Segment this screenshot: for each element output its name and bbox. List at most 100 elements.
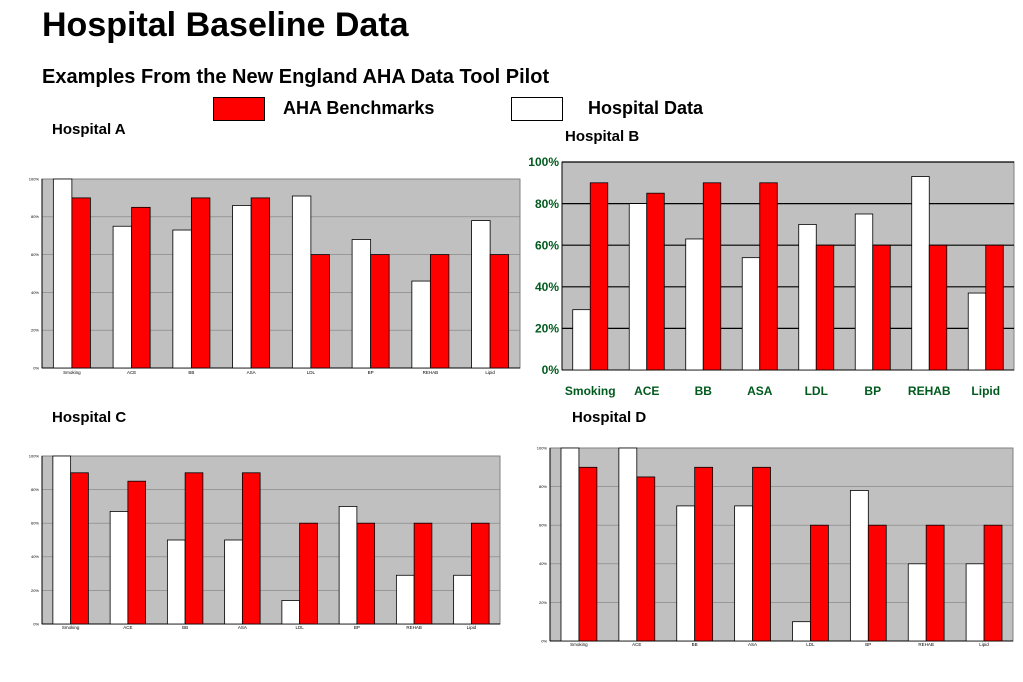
- x-category-label: LDL: [805, 384, 828, 398]
- bar-aha-benchmark: [470, 522, 490, 625]
- x-category-label: ASA: [748, 642, 757, 647]
- bar-aha-benchmark: [578, 466, 598, 642]
- y-tick-label: 100%: [29, 176, 40, 181]
- bar-hospital-data: [291, 195, 312, 369]
- x-category-label: Lipid: [971, 384, 1000, 398]
- bar-hospital-data: [849, 490, 869, 642]
- x-category-label: BP: [354, 625, 360, 630]
- bar-aha-benchmark: [370, 254, 390, 369]
- y-tick-label: 80%: [31, 487, 39, 492]
- bar-aha-benchmark: [872, 244, 891, 371]
- bar-hospital-data: [798, 224, 817, 371]
- x-category-label: ACE: [634, 384, 659, 398]
- chart-hospital-c: 0% 20% 40% 60% 80% 100% Smoking ACE BB ASA LDL BP RE…: [29, 453, 501, 630]
- y-tick-label: 80%: [539, 484, 547, 489]
- y-tick-label: 60%: [539, 523, 547, 528]
- bar-aha-benchmark: [489, 254, 510, 369]
- chart-hospital-b: 0% 20% 40% 60% 80% 100% Smoking ACE BB ASA LDL BP RE…: [528, 155, 1015, 398]
- bar-hospital-data: [911, 176, 930, 371]
- x-category-label: ASA: [747, 384, 773, 398]
- bar-aha-benchmark: [310, 254, 330, 369]
- y-tick-label: 20%: [31, 328, 39, 333]
- bar-aha-benchmark: [241, 472, 261, 625]
- bar-hospital-data: [395, 574, 415, 625]
- x-category-label: ASA: [247, 370, 256, 375]
- bar-aha-benchmark: [702, 182, 722, 371]
- x-category-label: Smoking: [63, 370, 81, 375]
- chart-label-hospital-d: Hospital D: [572, 409, 647, 426]
- bar-aha-benchmark: [589, 182, 609, 371]
- bar-aha-benchmark: [250, 197, 271, 369]
- bar-aha-benchmark: [190, 197, 211, 369]
- bar-hospital-data: [854, 213, 874, 371]
- bar-hospital-data: [52, 455, 72, 625]
- chart-label-hospital-b: Hospital B: [565, 128, 640, 145]
- bar-aha-benchmark: [413, 522, 433, 625]
- bar-aha-benchmark: [356, 522, 376, 625]
- y-tick-label: 20%: [539, 600, 547, 605]
- y-tick-label: 20%: [31, 588, 39, 593]
- y-tick-label: 80%: [31, 214, 39, 219]
- y-tick-label: 40%: [535, 280, 559, 294]
- bar-hospital-data: [572, 309, 591, 371]
- legend-label-hospital: Hospital Data: [588, 98, 704, 118]
- y-tick-label: 40%: [31, 290, 39, 295]
- bar-hospital-data: [471, 220, 491, 369]
- x-category-label: ACE: [123, 625, 132, 630]
- bar-aha-benchmark: [815, 244, 835, 371]
- bar-hospital-data: [52, 178, 73, 369]
- x-category-label: BP: [864, 384, 881, 398]
- bar-hospital-data: [792, 621, 811, 642]
- y-tick-label: 100%: [29, 453, 40, 458]
- bar-aha-benchmark: [925, 524, 945, 642]
- bar-aha-benchmark: [636, 476, 656, 642]
- legend-label-benchmark: AHA Benchmarks: [283, 98, 435, 118]
- x-category-label: LDL: [806, 642, 815, 647]
- x-category-label: ACE: [632, 642, 641, 647]
- x-category-label: BB: [182, 625, 188, 630]
- x-category-label: Smoking: [565, 384, 616, 398]
- y-tick-label: 0%: [33, 621, 39, 626]
- y-tick-label: 100%: [537, 445, 548, 450]
- bar-hospital-data: [560, 447, 580, 642]
- bar-aha-benchmark: [299, 522, 318, 625]
- bar-aha-benchmark: [983, 524, 1003, 642]
- x-category-label: BB: [695, 384, 713, 398]
- bar-hospital-data: [676, 505, 696, 642]
- x-category-label: Smoking: [62, 625, 80, 630]
- page-subtitle: Examples From the New England AHA Data T…: [42, 66, 550, 88]
- bar-aha-benchmark: [429, 254, 450, 369]
- bar-hospital-data: [907, 563, 927, 642]
- bar-hospital-data: [453, 574, 472, 625]
- bar-hospital-data: [628, 203, 648, 371]
- x-category-label: BB: [692, 642, 698, 647]
- y-tick-label: 0%: [541, 638, 547, 643]
- y-tick-label: 0%: [542, 363, 560, 377]
- bar-hospital-data: [967, 292, 987, 371]
- bar-hospital-data: [351, 239, 372, 369]
- bar-hospital-data: [618, 447, 638, 642]
- y-tick-label: 80%: [535, 197, 559, 211]
- x-category-label: BP: [865, 642, 871, 647]
- x-category-label: Lipid: [979, 642, 989, 647]
- bar-hospital-data: [741, 257, 761, 371]
- x-category-label: Smoking: [570, 642, 588, 647]
- x-category-label: REHAB: [406, 625, 422, 630]
- bar-hospital-data: [281, 600, 301, 625]
- x-category-label: REHAB: [918, 642, 934, 647]
- legend-swatch-benchmark: [213, 97, 265, 121]
- bar-aha-benchmark: [184, 472, 204, 625]
- y-tick-label: 60%: [535, 238, 559, 252]
- y-tick-label: 20%: [535, 322, 559, 336]
- bar-hospital-data: [965, 563, 985, 642]
- chart-label-hospital-a: Hospital A: [52, 121, 126, 138]
- bar-aha-benchmark: [131, 206, 151, 369]
- bar-aha-benchmark: [646, 192, 665, 371]
- y-tick-label: 0%: [33, 365, 39, 370]
- bar-aha-benchmark: [985, 244, 1004, 371]
- bar-hospital-data: [734, 505, 753, 642]
- x-category-label: ASA: [238, 625, 247, 630]
- bar-hospital-data: [172, 229, 192, 369]
- bar-hospital-data: [112, 225, 133, 369]
- page-title: Hospital Baseline Data: [42, 6, 409, 44]
